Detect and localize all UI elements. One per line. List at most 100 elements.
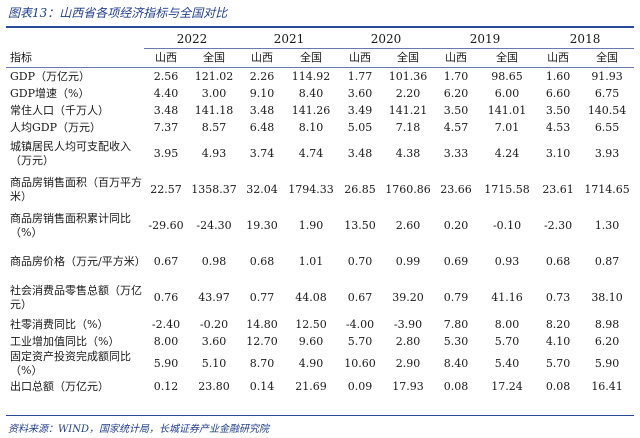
national-value-cell: 1715.58: [484, 183, 530, 196]
national-header: 全国: [188, 48, 241, 68]
shanxi-value-cell: -2.40: [151, 317, 181, 331]
national-value-cell: 2.90: [395, 357, 421, 370]
table-row: 城镇居民人均可支配收入（万元） 3.95 4.93 3.74 4.74 3.48 4.38 3…: [6, 136, 634, 172]
shanxi-value-cell: 0.68: [249, 255, 275, 268]
table-row: 商品房价格（万元/平方米） 0.67 0.98 0.68 1.01 0.70 0.99 0.6…: [6, 244, 634, 280]
shanxi-value-cell: 4.40: [153, 86, 179, 100]
national-value-cell: 9.60: [298, 334, 324, 348]
shanxi-value-cell: 7.37: [153, 120, 179, 134]
national-value-cell: 141.21: [388, 103, 428, 117]
national-value-cell: 8.98: [594, 317, 620, 331]
shanxi-value-cell: 14.80: [246, 317, 278, 331]
year-header: 2018: [536, 30, 635, 49]
shanxi-value-cell: 19.30: [246, 219, 278, 232]
national-value-cell: 91.93: [591, 69, 623, 83]
shanxi-value-cell: 4.53: [545, 120, 571, 134]
shanxi-value-cell: 0.76: [153, 291, 179, 304]
national-value-cell: 43.97: [198, 291, 230, 304]
national-value-cell: 121.02: [194, 69, 234, 83]
national-value-cell: 6.75: [594, 86, 620, 100]
shanxi-value-cell: 7.80: [443, 317, 469, 331]
national-value-cell: 4.38: [395, 147, 421, 160]
row-label: GDP（万亿元）: [10, 69, 91, 83]
row-label: 商品房销售面积（百万平方米）: [10, 176, 142, 203]
shanxi-value-cell: 8.70: [249, 357, 275, 370]
shanxi-value-cell: 22.57: [150, 183, 182, 196]
shanxi-header: 山西: [338, 48, 383, 68]
shanxi-value-cell: 0.67: [153, 255, 179, 268]
national-value-cell: 5.40: [494, 357, 520, 370]
shanxi-value-cell: 4.57: [443, 120, 469, 134]
national-value-cell: 23.80: [198, 379, 230, 393]
shanxi-value-cell: 8.20: [545, 317, 571, 331]
shanxi-value-cell: 5.90: [153, 357, 179, 370]
shanxi-value-cell: 2.26: [249, 69, 275, 83]
table-row: GDP增速（%） 4.40 3.00 9.10 8.40 3.60 2.20 6.20 6.00…: [6, 85, 634, 102]
national-header: 全国: [284, 48, 339, 68]
table-row: 固定资产投资完成额同比（%） 5.90 5.10 8.70 4.90 10.60 2.90 8…: [6, 350, 634, 378]
economic-indicator-table: 2022 2021 2020 2019 2018 指标 山西 全国 山西 全国 …: [6, 30, 635, 395]
national-value-cell: 141.01: [487, 103, 527, 117]
shanxi-value-cell: 8.00: [153, 334, 179, 348]
shanxi-value-cell: 2.56: [153, 69, 179, 83]
shanxi-value-cell: 8.40: [443, 357, 469, 370]
shanxi-value-cell: 0.08: [443, 379, 469, 393]
table-row: 工业增加值同比（%） 8.00 3.60 12.70 9.60 5.70 2.80 5.30 5…: [6, 333, 634, 350]
national-value-cell: 1760.86: [385, 183, 431, 196]
national-value-cell: 8.10: [298, 120, 324, 134]
region-header-row: 指标 山西 全国 山西 全国 山西 全国 山西 全国 山西 全国: [6, 48, 635, 68]
shanxi-value-cell: 4.10: [545, 334, 571, 348]
shanxi-value-cell: 0.20: [443, 219, 469, 232]
national-value-cell: 6.00: [494, 86, 520, 100]
shanxi-value-cell: 0.14: [249, 379, 275, 393]
row-label: 社零消费同比（%）: [10, 317, 109, 331]
national-value-cell: 21.69: [295, 379, 327, 393]
shanxi-value-cell: 0.70: [347, 255, 373, 268]
header-blank: [6, 30, 144, 49]
national-value-cell: 8.00: [494, 317, 520, 331]
national-value-cell: 17.24: [491, 379, 523, 393]
national-value-cell: 1358.37: [191, 183, 237, 196]
year-header-row: 2022 2021 2020 2019 2018: [6, 30, 635, 49]
national-value-cell: 8.57: [201, 120, 227, 134]
shanxi-value-cell: 3.48: [347, 147, 373, 160]
shanxi-value-cell: 0.67: [347, 291, 373, 304]
year-header: 2020: [338, 30, 435, 49]
national-value-cell: 3.00: [201, 86, 227, 100]
shanxi-value-cell: 13.50: [344, 219, 376, 232]
national-value-cell: 0.99: [395, 255, 421, 268]
national-value-cell: 38.10: [591, 291, 623, 304]
national-value-cell: 17.93: [392, 379, 424, 393]
row-label: 出口总额（万亿元）: [10, 379, 109, 393]
row-label: 常住人口（千万人）: [10, 103, 109, 117]
shanxi-value-cell: 3.48: [249, 103, 275, 117]
year-header: 2019: [434, 30, 537, 49]
national-value-cell: 4.74: [298, 147, 324, 160]
national-value-cell: 12.50: [295, 317, 327, 331]
row-label: 城镇居民人均可支配收入（万元）: [10, 140, 131, 167]
shanxi-value-cell: -29.60: [148, 219, 184, 232]
row-label: 人均GDP（万元）: [10, 120, 102, 134]
shanxi-value-cell: 0.73: [545, 291, 571, 304]
national-header: 全国: [382, 48, 435, 68]
national-header: 全国: [580, 48, 635, 68]
shanxi-value-cell: 5.30: [443, 334, 469, 348]
figure-title: 图表13：山西省各项经济指标与全国对比: [8, 6, 228, 20]
national-value-cell: 114.92: [291, 69, 331, 83]
national-value-cell: 1794.33: [288, 183, 334, 196]
table-row: 商品房销售面积（百万平方米） 22.57 1358.37 32.04 1794.33 26…: [6, 172, 634, 208]
row-label: 商品房销售面积累计同比（%）: [10, 212, 131, 239]
national-value-cell: 7.18: [395, 120, 421, 134]
shanxi-value-cell: 6.60: [545, 86, 571, 100]
shanxi-value-cell: 6.48: [249, 120, 275, 134]
national-value-cell: -3.90: [393, 317, 423, 331]
shanxi-value-cell: -2.30: [543, 219, 573, 232]
shanxi-value-cell: 0.12: [153, 379, 179, 393]
national-value-cell: 5.90: [594, 357, 620, 370]
shanxi-value-cell: 12.70: [246, 334, 278, 348]
shanxi-value-cell: 32.04: [246, 183, 278, 196]
shanxi-header: 山西: [240, 48, 285, 68]
national-value-cell: 8.40: [298, 86, 324, 100]
top-rule: [6, 26, 634, 28]
national-value-cell: 140.54: [587, 103, 627, 117]
